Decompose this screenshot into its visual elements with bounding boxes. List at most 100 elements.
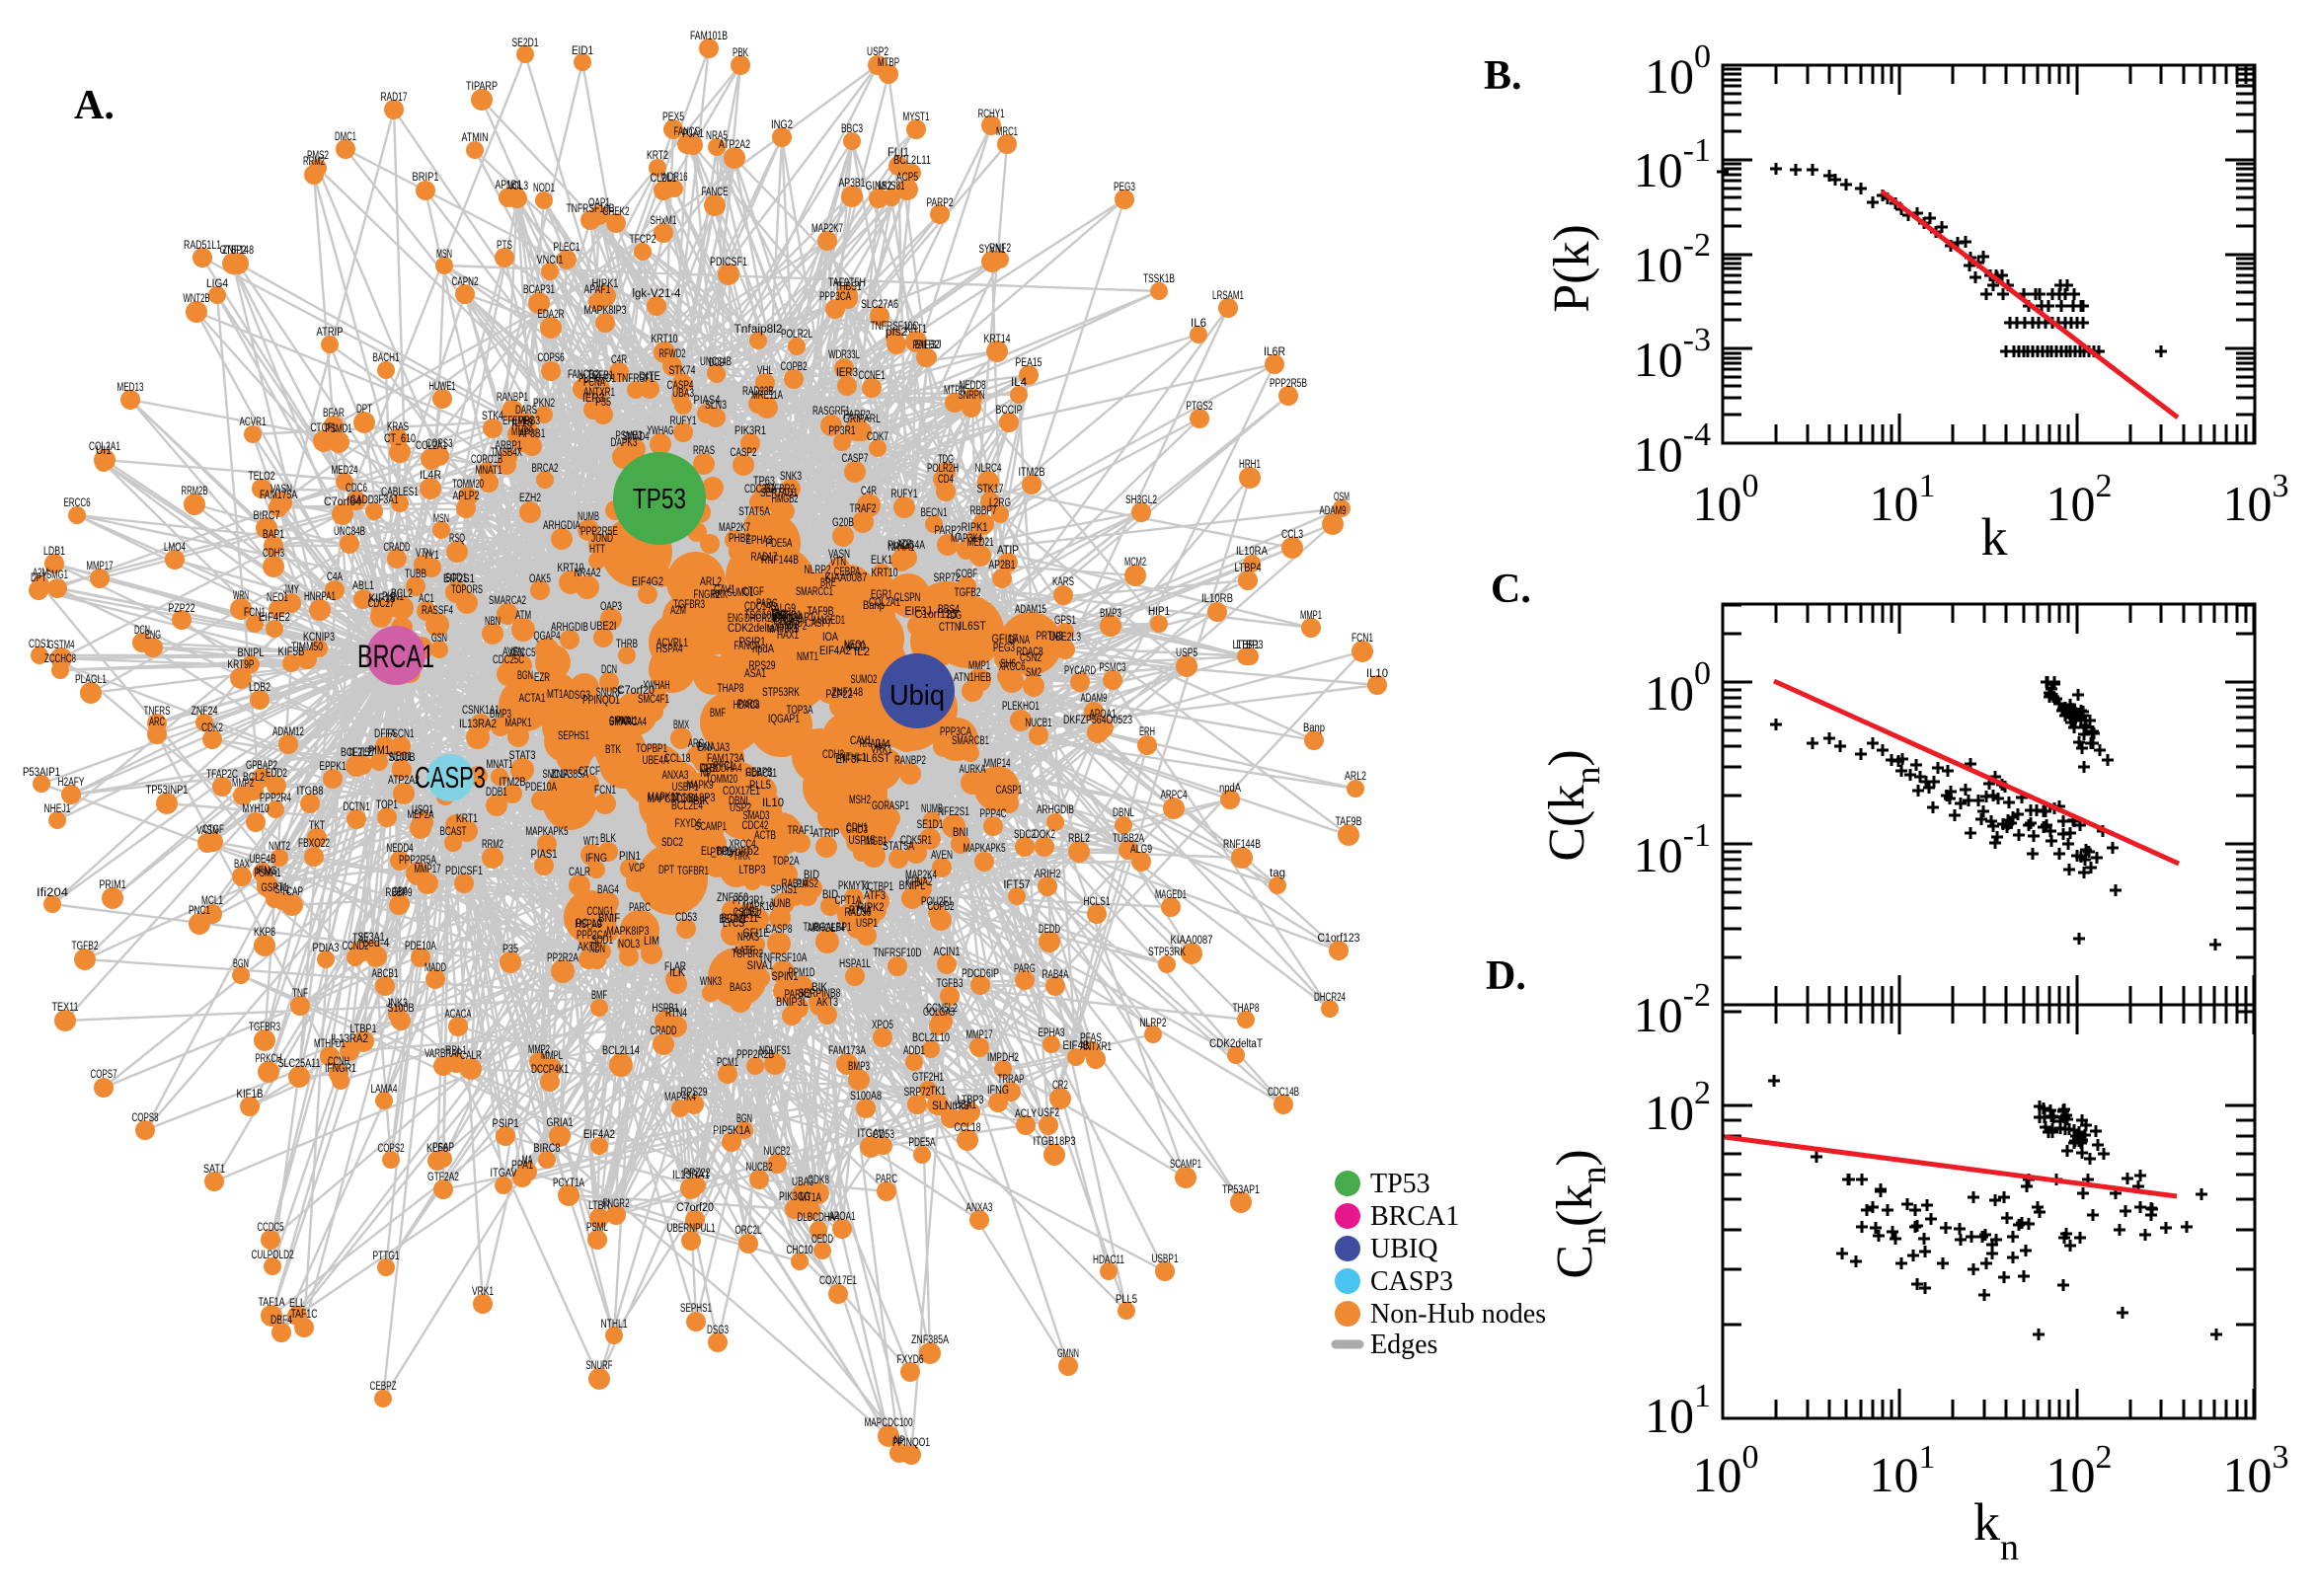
svg-text:UBA1: UBA1 <box>955 1100 976 1111</box>
svg-text:C1orf123: C1orf123 <box>1318 933 1360 945</box>
svg-text:NMT1: NMT1 <box>797 651 818 663</box>
svg-text:CSN2: CSN2 <box>1020 652 1042 664</box>
svg-text:MT1A: MT1A <box>547 689 569 701</box>
svg-text:G20B: G20B <box>832 517 854 529</box>
svg-text:THAP8: THAP8 <box>718 683 744 695</box>
svg-text:HRK: HRK <box>712 589 728 601</box>
svg-text:PPINQO1: PPINQO1 <box>892 1437 930 1449</box>
svg-text:ATRIP: ATRIP <box>317 327 344 339</box>
svg-text:HDAC8: HDAC8 <box>733 700 760 712</box>
svg-text:CCNE1: CCNE1 <box>859 370 886 382</box>
svg-text:COX17E1: COX17E1 <box>723 786 760 798</box>
svg-text:PPA1: PPA1 <box>511 1160 533 1172</box>
svg-text:PARP2: PARP2 <box>844 410 871 421</box>
svg-text:PKN1: PKN1 <box>382 591 404 603</box>
svg-text:KIF5B: KIF5B <box>278 646 305 658</box>
svg-text:HSPA1L: HSPA1L <box>839 958 871 970</box>
svg-text:MMP2: MMP2 <box>232 778 254 790</box>
svg-text:PSAP: PSAP <box>432 1142 454 1154</box>
svg-text:PFAS: PFAS <box>1080 1032 1102 1044</box>
svg-text:MAPK8IP3: MAPK8IP3 <box>584 305 627 317</box>
svg-text:PALB2: PALB2 <box>913 340 940 351</box>
svg-text:AP3B1: AP3B1 <box>839 178 866 190</box>
svg-text:SYVN1: SYVN1 <box>979 244 1006 256</box>
svg-text:DPT: DPT <box>356 404 372 416</box>
svg-text:TP53: TP53 <box>633 484 686 515</box>
svg-text:XCTBP1: XCTBP1 <box>862 881 893 893</box>
svg-text:HAX1: HAX1 <box>777 630 799 642</box>
svg-text:TNFRSF10D: TNFRSF10D <box>874 948 922 959</box>
svg-text:ATP2A2: ATP2A2 <box>719 139 750 151</box>
svg-text:ORC2L: ORC2L <box>735 1225 762 1237</box>
svg-text:PBK: PBK <box>733 47 748 59</box>
svg-text:npdA: npdA <box>1219 783 1241 795</box>
svg-text:PNC1: PNC1 <box>189 905 210 917</box>
svg-text:TUBGALBP1: TUBGALBP1 <box>804 922 852 934</box>
svg-text:COPS2: COPS2 <box>378 1143 405 1155</box>
svg-text:DFFA: DFFA <box>374 728 396 740</box>
svg-text:TIPARP: TIPARP <box>466 81 498 93</box>
svg-text:ZNF385A: ZNF385A <box>551 769 588 781</box>
svg-text:IER3: IER3 <box>582 393 604 405</box>
svg-text:DSG3: DSG3 <box>569 690 590 702</box>
svg-text:DOK2: DOK2 <box>1034 829 1055 841</box>
svg-text:PARG: PARG <box>737 699 759 711</box>
svg-text:OAP1: OAP1 <box>588 197 610 209</box>
svg-text:KARS: KARS <box>1052 576 1074 588</box>
svg-text:ARIH2: ARIH2 <box>1035 869 1061 880</box>
svg-text:IL6ST: IL6ST <box>864 753 890 765</box>
svg-text:LTBP3: LTBP3 <box>739 865 766 876</box>
svg-text:ACTA1: ACTA1 <box>519 693 546 705</box>
svg-text:ADAM15: ADAM15 <box>1015 604 1046 616</box>
svg-text:ASA1: ASA1 <box>744 668 766 680</box>
svg-text:PLL5: PLL5 <box>749 780 771 792</box>
svg-text:NOL3: NOL3 <box>618 939 640 950</box>
svg-text:S100B: S100B <box>388 1003 415 1015</box>
svg-text:SMG1: SMG1 <box>46 570 68 581</box>
svg-text:VASN: VASN <box>196 825 218 837</box>
svg-text:ALG9: ALG9 <box>1130 844 1152 856</box>
svg-text:CLSPN: CLSPN <box>894 592 921 604</box>
svg-text:TGFB2: TGFB2 <box>72 941 99 952</box>
svg-text:SUMO2: SUMO2 <box>851 674 878 686</box>
svg-text:TNFRSF10B: TNFRSF10B <box>567 203 615 215</box>
svg-text:FAM173A: FAM173A <box>707 753 744 765</box>
svg-text:DCCP4K1: DCCP4K1 <box>531 1064 569 1076</box>
svg-text:CDK8: CDK8 <box>808 1175 829 1186</box>
svg-text:P(k): P(k) <box>1544 224 1600 313</box>
svg-text:MAP2K4: MAP2K4 <box>905 870 937 881</box>
svg-text:IFNG: IFNG <box>987 1085 1009 1097</box>
svg-text:C.: C. <box>1491 567 1531 612</box>
svg-text:CHC10: CHC10 <box>787 1245 813 1256</box>
svg-text:SEPHS1: SEPHS1 <box>558 730 589 742</box>
svg-text:Tnfaip8l2: Tnfaip8l2 <box>734 324 783 336</box>
svg-text:MCM2: MCM2 <box>1124 557 1146 569</box>
svg-text:RANBP1: RANBP1 <box>497 392 528 404</box>
svg-text:NRA5: NRA5 <box>706 130 728 142</box>
svg-text:SNRPN: SNRPN <box>959 390 985 402</box>
svg-text:CD53: CD53 <box>675 912 697 924</box>
svg-text:RRM2: RRM2 <box>303 156 325 168</box>
svg-text:PPP3CA: PPP3CA <box>819 291 851 303</box>
svg-text:IFT57: IFT57 <box>349 747 376 759</box>
svg-text:ITGAV: ITGAV <box>858 1128 885 1140</box>
svg-text:KKP8: KKP8 <box>254 927 275 939</box>
svg-text:HMGB2: HMGB2 <box>772 494 799 505</box>
svg-text:ARL2: ARL2 <box>1345 771 1366 783</box>
svg-text:UNC84B: UNC84B <box>700 356 732 368</box>
svg-text:MMP14: MMP14 <box>984 758 1011 770</box>
svg-text:APAF1: APAF1 <box>584 284 611 296</box>
svg-text:ATIP: ATIP <box>997 545 1019 557</box>
svg-text:RPS29: RPS29 <box>749 660 776 672</box>
svg-text:ACVR1: ACVR1 <box>240 417 267 428</box>
svg-text:CDH3: CDH3 <box>822 749 844 761</box>
svg-text:SDC2: SDC2 <box>1014 829 1036 841</box>
svg-text:DBNL: DBNL <box>1113 807 1134 819</box>
svg-text:CDC14B: CDC14B <box>744 601 776 613</box>
svg-text:102: 102 <box>2046 1439 2113 1502</box>
svg-text:NEDD8: NEDD8 <box>960 380 986 392</box>
svg-text:MAP2K7: MAP2K7 <box>719 522 750 534</box>
svg-text:USO1: USO1 <box>412 804 433 816</box>
svg-text:CDH1: CDH1 <box>846 822 868 834</box>
svg-text:IL13RA2: IL13RA2 <box>331 1033 368 1045</box>
